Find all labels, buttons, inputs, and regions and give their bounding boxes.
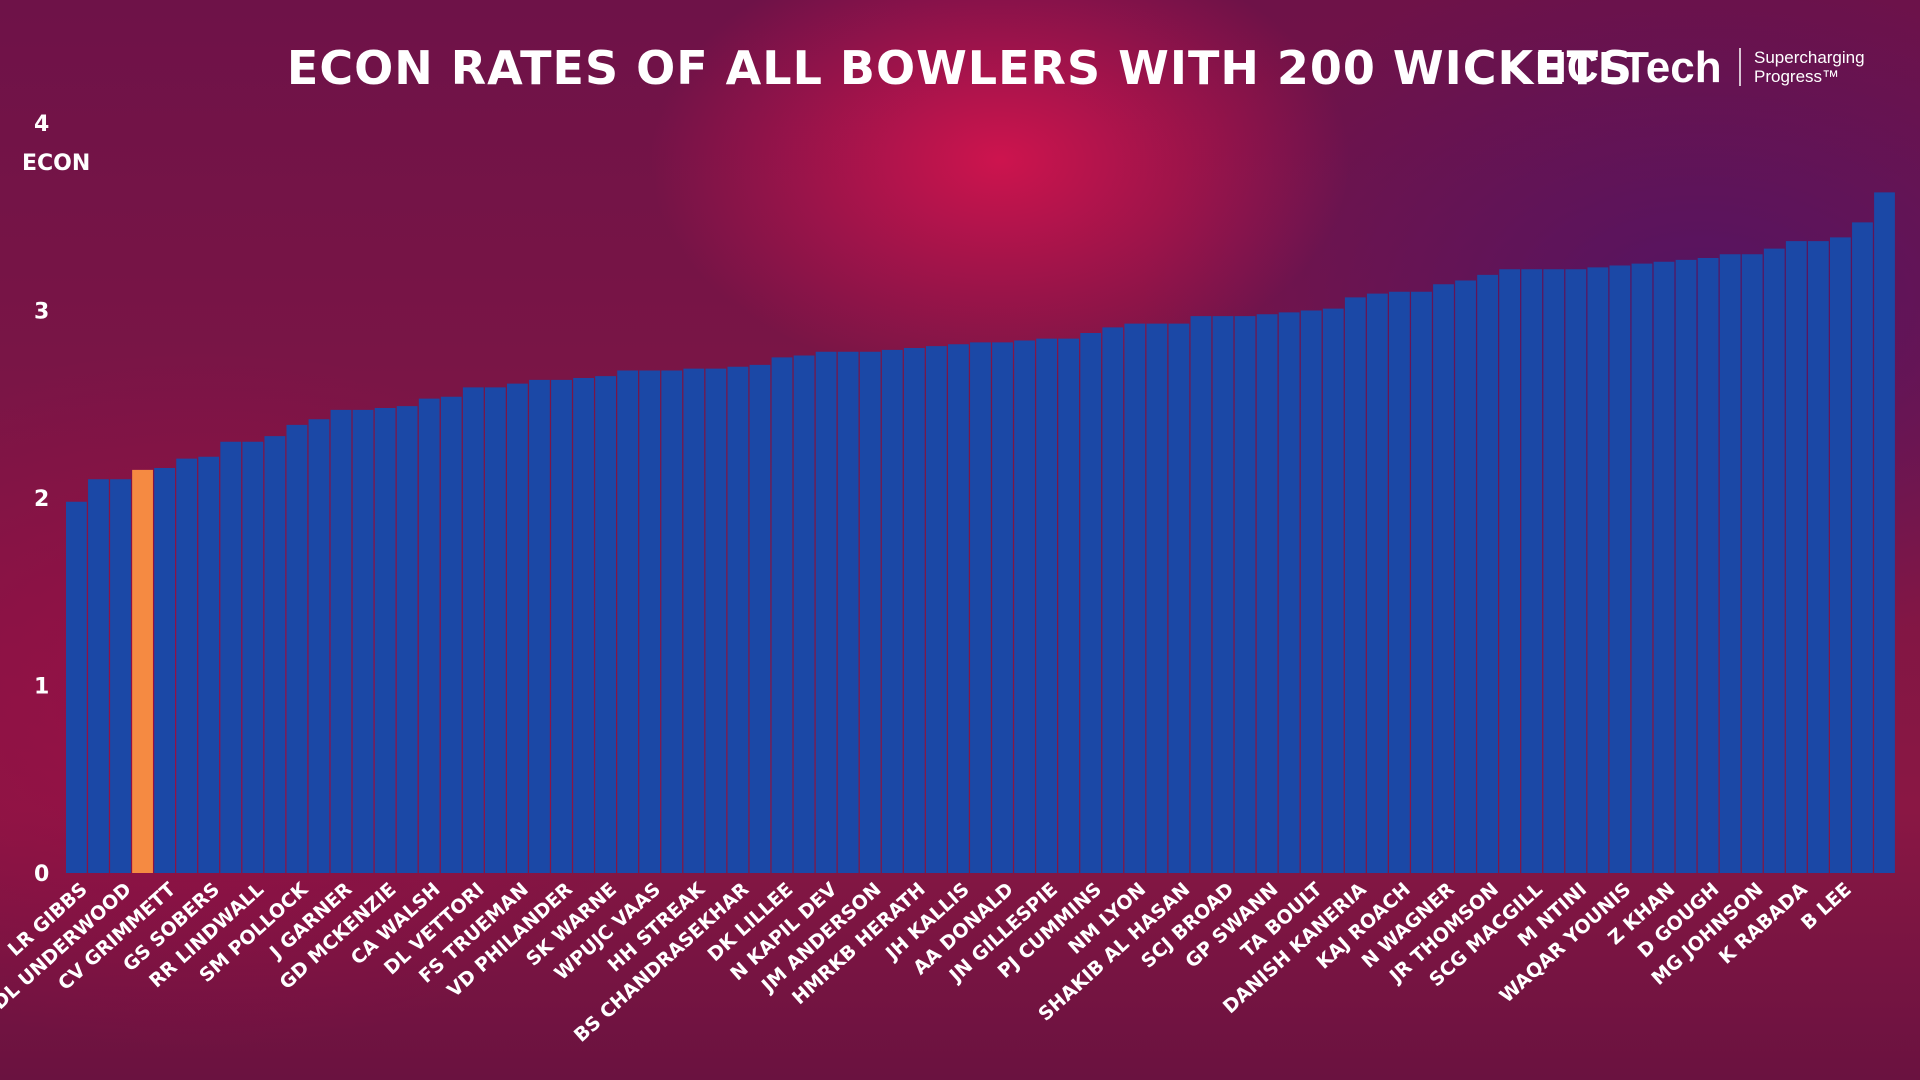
bar	[1807, 241, 1829, 873]
bar	[330, 409, 352, 873]
bar	[198, 456, 220, 873]
y-tick-label: 4	[34, 112, 49, 137]
bar	[859, 351, 881, 873]
bar	[1455, 280, 1476, 873]
bar	[1014, 340, 1035, 873]
bar	[1366, 293, 1388, 873]
bar	[176, 458, 198, 873]
bar	[1653, 261, 1675, 873]
logo: HCLTech	[1535, 43, 1722, 92]
bar	[1080, 333, 1102, 873]
bar	[529, 379, 550, 873]
bar	[352, 409, 374, 873]
bar	[264, 436, 286, 873]
bar	[1036, 338, 1057, 873]
bar	[507, 383, 528, 873]
bar	[396, 406, 418, 873]
bar	[66, 501, 87, 873]
bar	[1631, 263, 1653, 873]
bar	[1874, 192, 1895, 873]
bar	[683, 368, 705, 873]
bar	[1058, 338, 1080, 873]
bar	[1565, 269, 1587, 873]
bar	[727, 366, 749, 873]
bar	[1433, 284, 1454, 873]
bar	[639, 370, 661, 873]
bar	[661, 370, 683, 873]
bar	[154, 468, 175, 873]
bar	[970, 342, 991, 873]
bar	[1587, 267, 1609, 873]
bar	[948, 344, 969, 873]
bar	[88, 479, 109, 873]
y-axis-label: ECON	[22, 151, 90, 176]
bar	[1543, 269, 1565, 873]
bar	[1212, 316, 1234, 873]
bar	[1499, 269, 1521, 873]
bar	[1675, 259, 1697, 873]
bar	[771, 357, 793, 873]
bar	[286, 424, 308, 873]
bar	[992, 342, 1013, 873]
bar	[374, 408, 396, 873]
bar	[1102, 327, 1124, 873]
bar	[749, 364, 771, 873]
bar	[1609, 265, 1631, 873]
bar	[1256, 314, 1278, 873]
bar	[1344, 297, 1366, 873]
y-tick-label: 1	[34, 675, 49, 700]
bar	[1411, 291, 1432, 873]
chart-title: ECON RATES OF ALL BOWLERS WITH 200 WICKE…	[287, 41, 1633, 95]
bar	[308, 419, 330, 873]
bar	[1719, 254, 1741, 873]
bar	[925, 346, 947, 873]
bar	[903, 348, 925, 873]
bar	[1300, 310, 1322, 873]
bar	[1389, 291, 1410, 873]
bar	[1190, 316, 1212, 873]
bar	[110, 479, 131, 873]
tagline: Supercharging	[1754, 48, 1865, 67]
bar	[220, 441, 242, 873]
bar	[793, 355, 815, 873]
bar	[1521, 269, 1543, 873]
bar	[484, 387, 506, 873]
bar	[617, 370, 639, 873]
bar	[705, 368, 727, 873]
bar	[1785, 241, 1807, 873]
bar	[418, 398, 440, 873]
y-tick-label: 2	[34, 487, 49, 512]
bar	[132, 469, 153, 873]
bar	[1146, 323, 1168, 873]
bar	[462, 387, 484, 873]
bar	[815, 351, 837, 873]
bar	[440, 396, 462, 873]
bar	[881, 349, 903, 873]
bar	[1168, 323, 1190, 873]
bar	[1852, 222, 1873, 873]
bar	[1697, 258, 1719, 873]
bar	[1741, 254, 1763, 873]
bar	[242, 441, 264, 873]
bar	[1477, 274, 1498, 873]
y-tick-label: 3	[34, 300, 49, 325]
bar	[1278, 312, 1300, 873]
bar	[1322, 308, 1344, 873]
bar	[1763, 248, 1785, 873]
bar	[1124, 323, 1146, 873]
bar	[551, 379, 572, 873]
x-tick-label: B LEE	[1797, 878, 1856, 934]
bar	[837, 351, 859, 873]
bar	[573, 378, 594, 873]
y-tick-label: 0	[34, 862, 49, 887]
bar	[1830, 237, 1851, 873]
bar	[595, 376, 616, 873]
tagline: Progress™	[1754, 67, 1839, 86]
bar	[1234, 316, 1256, 873]
